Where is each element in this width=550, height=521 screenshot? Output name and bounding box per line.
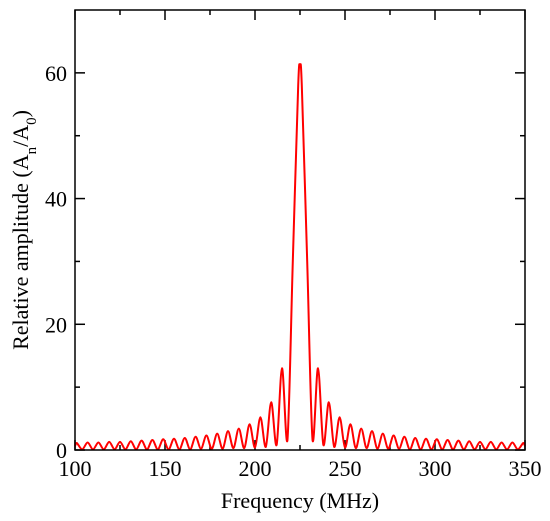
x-tick-label: 250 <box>329 456 362 481</box>
plot-frame <box>74 9 526 451</box>
y-axis-label-end: ) <box>8 110 33 117</box>
y-axis-label-sub-n: n <box>24 146 40 154</box>
y-axis-label: Relative amplitude (An/A0) <box>8 110 40 350</box>
x-tick-label: 350 <box>509 456 542 481</box>
series-line <box>74 63 526 451</box>
ticks-layer: 100 150 200 250 300 350 0 20 40 60 <box>45 10 542 481</box>
y-tick-label: 0 <box>56 438 67 463</box>
x-tick-label: 300 <box>419 456 452 481</box>
x-tick-label: 200 <box>239 456 272 481</box>
y-axis-label-sub-0: 0 <box>24 117 40 125</box>
y-tick-label: 40 <box>45 187 67 212</box>
y-tick-label: 60 <box>45 61 67 86</box>
y-axis-label-mid: /A <box>8 125 33 147</box>
x-tick-label: 150 <box>149 456 182 481</box>
y-axis-label-main: Relative amplitude (A <box>8 154 33 350</box>
y-tick-label: 20 <box>45 312 67 337</box>
x-axis-label: Frequency (MHz) <box>221 488 379 513</box>
x-tick-label: 100 <box>59 456 92 481</box>
